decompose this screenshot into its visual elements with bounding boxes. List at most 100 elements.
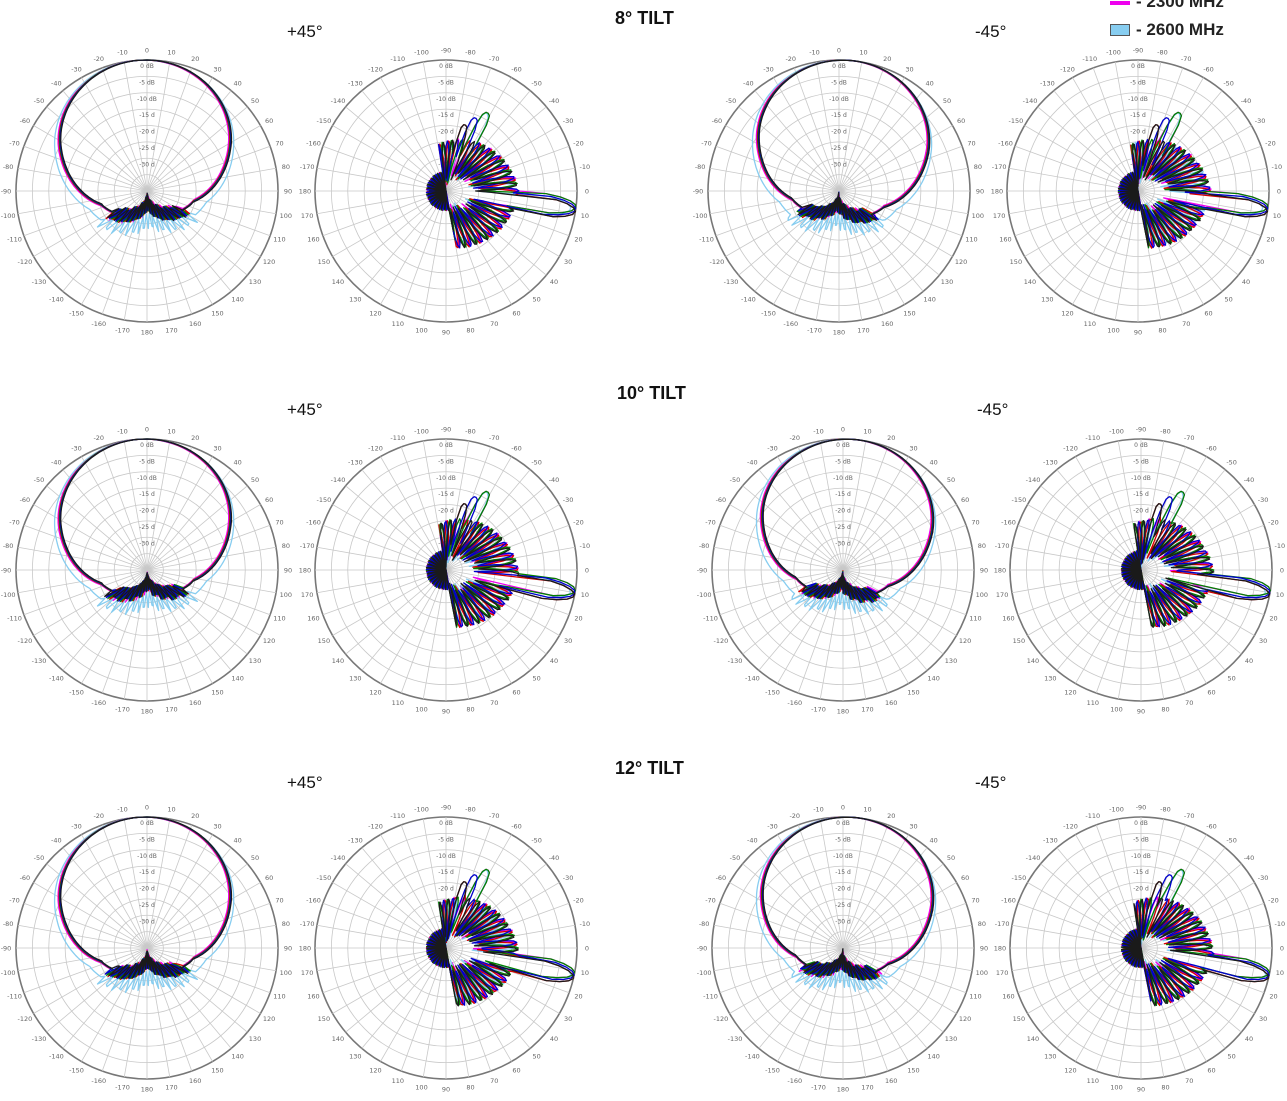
polar-angle-tick-label: 40 [1242,278,1250,286]
polar-angle-tick-label: 150 [211,689,223,697]
polar-spoke [1117,569,1142,700]
polar-radial-tick-label: -25 d [139,524,155,531]
polar-angle-tick-label: 80 [1158,326,1166,334]
polar-angle-tick-label: -80 [699,542,710,550]
polar-angle-tick-label: 30 [213,444,221,452]
polar-radial-tick-label: -20 d [139,508,155,515]
polar-radial-tick-label: -30 d [139,918,155,925]
polar-chart-r1-plus-v: -90 -80-70-60-50-40-30-20-100102030405060… [299,47,590,337]
polar-angle-tick-label: 140 [1027,1035,1039,1043]
polar-angle-tick-label: 20 [574,236,582,244]
polar-angle-tick-label: 140 [231,296,243,304]
pattern-series-5 [425,503,576,627]
polar-spoke [842,524,967,571]
polar-radial-tick-label: 0 dB [140,820,154,827]
polar-spoke [380,947,447,1062]
polar-angle-tick-label: -150 [317,496,332,504]
polar-angle-tick-label: 160 [307,993,319,1001]
polar-angle-tick-label: -90 [1136,804,1147,812]
polar-angle-tick-label: -30 [71,822,82,830]
polar-spoke [842,847,928,949]
polar-angle-tick-label: -60 [511,822,522,830]
polar-radial-tick-label: -15 d [139,112,155,119]
polar-angle-tick-label: 170 [861,705,873,713]
polar-spoke [815,190,840,321]
polar-angle-tick-label: 150 [318,637,330,645]
polar-spoke [1027,882,1142,949]
polar-angle-tick-label: 0 [585,567,589,575]
polar-angle-tick-label: 0 [1277,188,1281,196]
polar-angle-tick-label: -140 [331,854,346,862]
polar-radial-tick-label: 0 dB [832,63,846,70]
polar-angle-tick-label: -40 [1241,97,1252,105]
polar-angle-tick-label: -90 [441,426,452,434]
polar-spoke [62,469,148,571]
polar-spoke [1027,504,1142,571]
polar-angle-tick-label: -160 [306,896,321,904]
polar-spoke [345,190,447,276]
polar-spoke [380,569,447,684]
polar-angle-tick-label: -50 [730,854,741,862]
polar-radial-tick-label: 0 dB [140,442,154,449]
polar-spoke [146,440,171,571]
polar-spoke [400,446,447,571]
polar-radial-tick-label: -25 d [835,524,851,531]
polar-angle-tick-label: -160 [91,699,106,707]
polar-spoke [1040,569,1142,655]
polar-spoke [146,546,277,571]
polar-spoke [146,190,248,276]
polar-spoke [361,469,447,571]
polar-radial-tick-label: -10 dB [1128,96,1148,103]
polar-angle-tick-label: 140 [1024,278,1036,286]
polar-angle-tick-label: -40 [51,836,62,844]
polar-spoke [1011,924,1142,949]
polar-angle-tick-label: 180 [299,945,311,953]
polar-angle-tick-label: -30 [1258,496,1269,504]
polar-angle-tick-label: 170 [857,326,869,334]
polar-spoke [146,61,171,192]
polar-spoke [46,190,148,276]
polar-spoke [1053,90,1139,192]
polar-angle-tick-label: -90 [697,567,708,575]
polar-spoke [1056,947,1142,1049]
legend-swatch-2300 [1110,1,1130,5]
polar-spoke [729,947,844,1014]
polar-angle-tick-label: 120 [959,1015,971,1023]
polar-angle-tick-label: -170 [300,542,315,550]
polar-radial-tick-label: -20 d [835,508,851,515]
polar-spoke [842,834,909,949]
polar-angle-tick-label: 150 [1010,258,1022,266]
polar-spoke [709,167,840,192]
polar-spoke [838,77,905,192]
polar-angle-tick-label: 10 [581,969,589,977]
polar-angle-tick-label: -40 [747,836,758,844]
polar-radial-tick-label: -20 d [835,886,851,893]
polar-angle-tick-label: -70 [701,139,712,147]
polar-chart-r2-minus-v: -90 -80-70-60-50-40-30-20-100102030405060… [994,426,1285,716]
polar-angle-tick-label: 120 [369,310,381,318]
polar-spoke [1072,77,1139,192]
polar-spoke [838,61,863,192]
polar-angle-tick-label: 30 [1259,637,1267,645]
polar-angle-tick-label: 40 [233,836,241,844]
polar-spoke [842,569,973,594]
polar-angle-tick-label: -40 [51,79,62,87]
polar-angle-tick-label: 70 [490,320,498,328]
polar-angle-tick-label: -40 [747,458,758,466]
polar-angle-tick-label: 130 [349,296,361,304]
polar-angle-tick-label: -80 [465,428,476,436]
polar-spoke [17,167,148,192]
polar-angle-tick-label: -100 [414,49,429,57]
polar-angle-tick-label: -140 [745,675,760,683]
polar-angle-tick-label: -120 [18,1015,33,1023]
polar-spoke [146,569,271,616]
polar-spoke [146,818,171,949]
polar-angle-tick-label: -150 [765,1067,780,1075]
polar-spoke [316,947,447,972]
polar-angle-tick-label: 170 [996,591,1008,599]
polar-spoke [1008,190,1139,215]
polar-spoke [146,167,277,192]
polar-angle-tick-label: -170 [992,163,1007,171]
polar-angle-tick-label: 100 [976,969,988,977]
polar-angle-tick-label: -20 [573,896,584,904]
